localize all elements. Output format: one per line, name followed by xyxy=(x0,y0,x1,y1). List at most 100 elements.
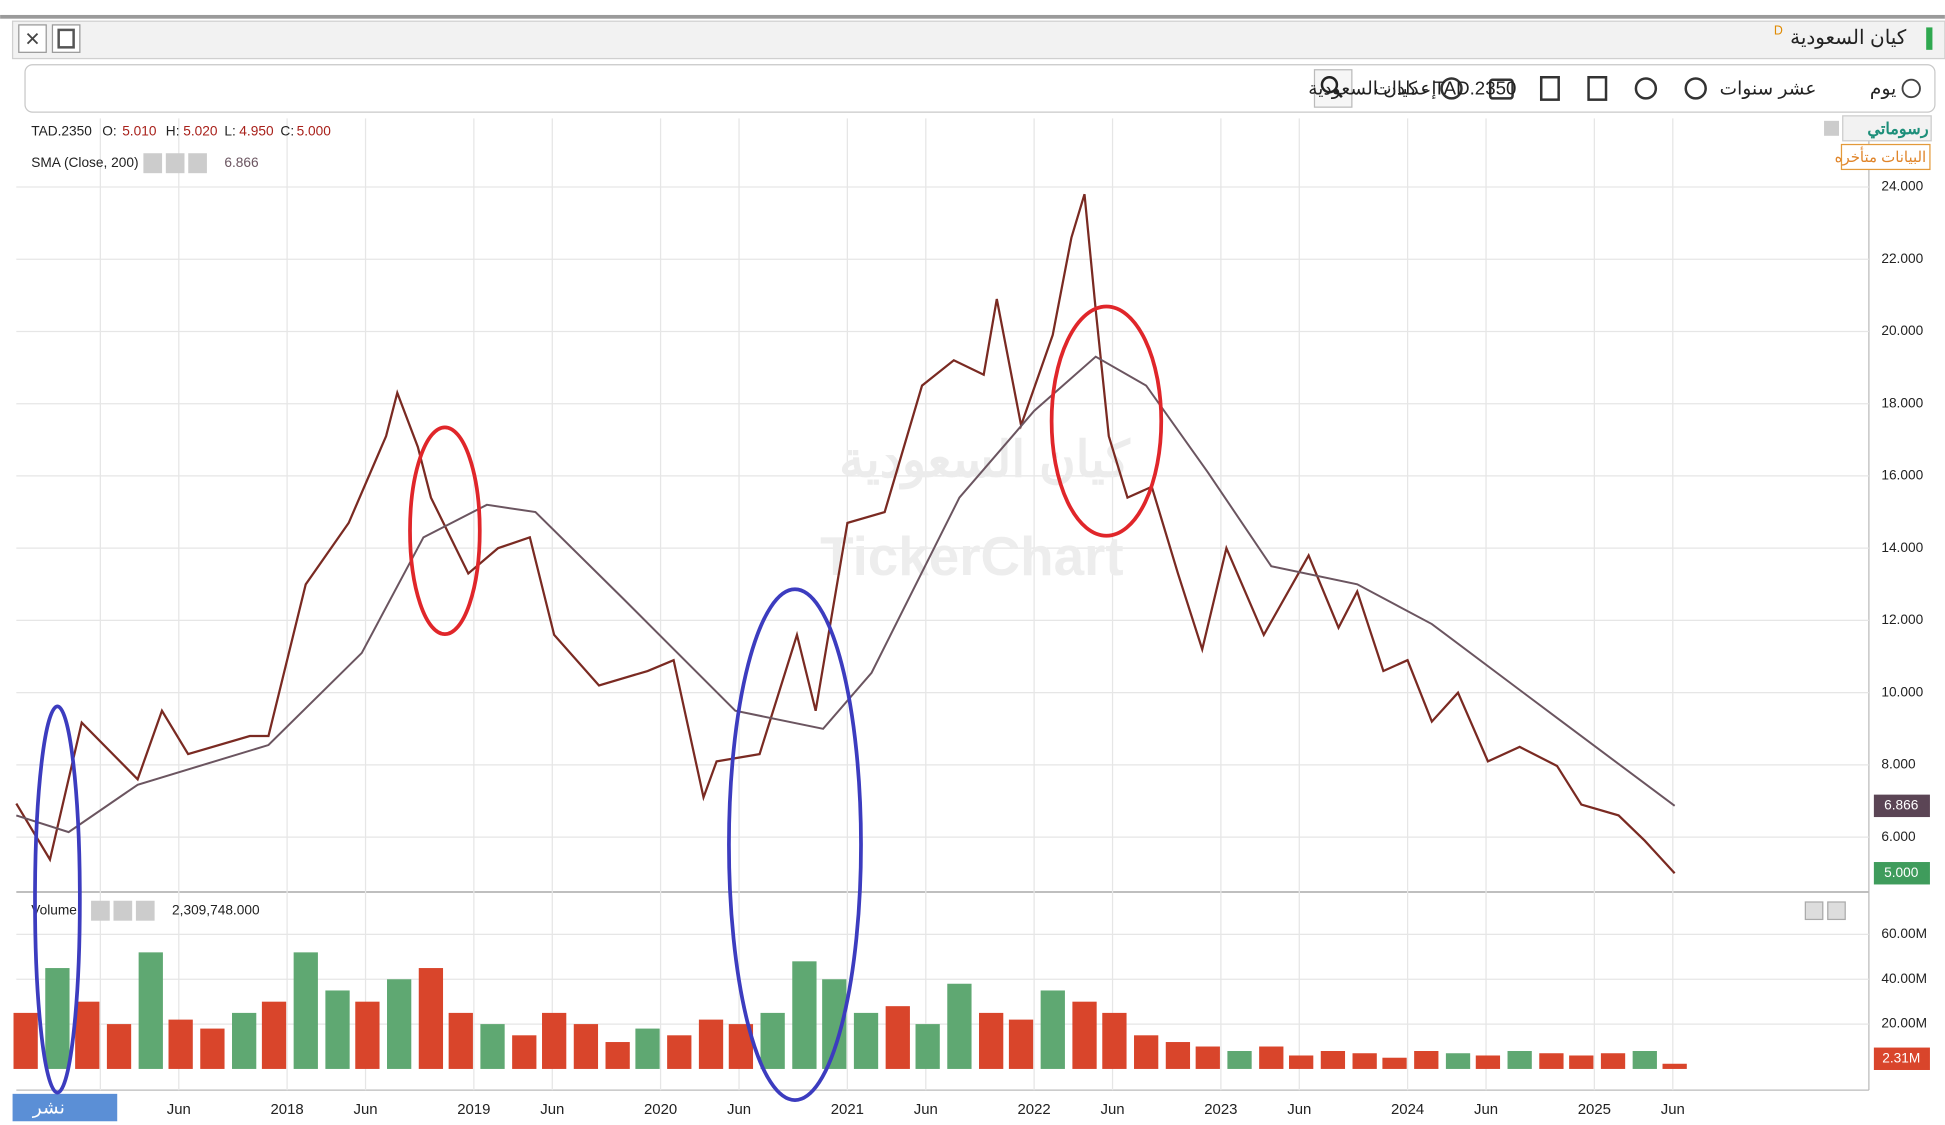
volume-bar xyxy=(1072,1001,1097,1069)
volume-bar xyxy=(106,1024,132,1069)
watermark-name: كيان السعودية xyxy=(839,432,1131,490)
panel-maximize[interactable] xyxy=(1804,901,1824,921)
window-title: كيان السعودية xyxy=(1790,27,1907,49)
compare-button[interactable] xyxy=(1539,75,1560,101)
volume-bar xyxy=(573,1024,599,1069)
x-tick-label: Jun xyxy=(1100,1101,1124,1118)
volume-bar xyxy=(1569,1055,1594,1069)
sma-visibility[interactable] xyxy=(143,153,163,174)
volume-bar xyxy=(1475,1055,1501,1069)
volume-visibility[interactable] xyxy=(91,900,110,921)
title-flag: D xyxy=(1774,23,1783,37)
volume-bar xyxy=(1382,1057,1407,1069)
sma-remove[interactable] xyxy=(188,153,207,174)
x-tick-label: 2019 xyxy=(457,1101,490,1118)
volume-bar xyxy=(75,1001,100,1069)
volume-bar xyxy=(947,983,972,1069)
clock-icon xyxy=(1901,78,1921,99)
volume-bar xyxy=(1507,1051,1532,1069)
chart-type-button[interactable] xyxy=(1587,75,1608,101)
annotation-circle xyxy=(408,425,482,637)
status-bar xyxy=(1926,27,1933,50)
y-tick-label: 20.000 xyxy=(1881,323,1923,338)
x-tick-label: 2024 xyxy=(1391,1101,1424,1118)
indicator-button[interactable] xyxy=(1684,77,1707,100)
low-value: 4.950 xyxy=(239,124,274,139)
settings-button[interactable]: إعدادات xyxy=(1374,78,1436,100)
x-tick-label: Jun xyxy=(167,1101,191,1118)
y-tick-label: 6.000 xyxy=(1881,829,1916,844)
volume-bar xyxy=(1195,1046,1220,1069)
volume-bar xyxy=(979,1012,1004,1069)
volume-bar xyxy=(45,968,70,1069)
search-button[interactable] xyxy=(1313,69,1353,108)
x-tick-label: Jun xyxy=(914,1101,938,1118)
volume-bar xyxy=(1259,1046,1284,1069)
value-badge xyxy=(1873,862,1930,885)
volume-name: Volume xyxy=(31,902,77,917)
value-badge-label: 6.866 xyxy=(1884,797,1919,812)
y-tick-label: 16.000 xyxy=(1881,468,1923,483)
y-tick-label: 20.00M xyxy=(1881,1016,1927,1031)
panel-menu[interactable] xyxy=(1827,901,1846,921)
volume-bar xyxy=(698,1019,724,1069)
volume-bar xyxy=(1165,1042,1191,1069)
range-button[interactable]: عشر سنوات xyxy=(1720,78,1817,100)
data: 6.000 8.000 10.000 12.000 14.000 16.000 18.000… xyxy=(13,179,1930,1118)
drawings-menu[interactable] xyxy=(1824,120,1839,136)
volume-bar xyxy=(1320,1051,1346,1069)
y-tick-label: 60.00M xyxy=(1881,926,1927,941)
y-tick-label: 40.00M xyxy=(1881,971,1927,986)
top-border xyxy=(0,14,1945,19)
publish-label: نشر xyxy=(32,1097,65,1119)
volume-bar xyxy=(448,1012,473,1069)
volume-bar xyxy=(168,1019,193,1069)
volume-bar xyxy=(512,1035,537,1069)
volume-bar xyxy=(355,1001,380,1069)
low-label: L: xyxy=(224,124,235,139)
alert-button[interactable] xyxy=(1634,77,1658,100)
x-tick-label: 2020 xyxy=(644,1101,677,1118)
search-icon-handle xyxy=(1333,88,1343,99)
value-badge-label: 2.31M xyxy=(1882,1050,1920,1065)
publish-button[interactable] xyxy=(12,1093,118,1122)
x-tick-label: 2025 xyxy=(1578,1101,1611,1118)
volume-bar xyxy=(418,968,444,1069)
volume-bar xyxy=(792,961,817,1069)
open-label: O: xyxy=(102,124,116,139)
search-icon xyxy=(1320,75,1339,94)
volume-bar xyxy=(1008,1019,1034,1069)
volume-bar xyxy=(293,952,318,1069)
symbol: TAD.2350 xyxy=(31,124,92,139)
search-field[interactable]: TAD.2350 - كيان السعودية xyxy=(1308,78,1516,100)
volume-bar xyxy=(1134,1035,1159,1069)
volume-bar xyxy=(200,1028,225,1069)
volume-bar xyxy=(853,1012,879,1069)
y-tick-label: 22.000 xyxy=(1881,251,1923,266)
volume-remove[interactable] xyxy=(135,900,155,921)
annotation-circle xyxy=(1049,304,1164,538)
volume-bar xyxy=(542,1012,567,1069)
volume-bar xyxy=(232,1012,257,1069)
close-icon xyxy=(26,32,39,45)
snapshot-button[interactable] xyxy=(1488,78,1514,100)
volume-bar xyxy=(1662,1063,1687,1069)
volume-bar xyxy=(325,990,350,1069)
y-tick-label: 24.000 xyxy=(1881,179,1923,194)
y-tick-label: 10.000 xyxy=(1881,684,1923,699)
x-tick-label: Jun xyxy=(1287,1101,1311,1118)
volume-bar xyxy=(387,979,412,1069)
delayed-notice: البيانات متأخره xyxy=(1835,147,1927,166)
period-button[interactable]: يوم xyxy=(1870,78,1896,100)
price-line xyxy=(15,193,1676,874)
drawings-button[interactable]: رسوماتي xyxy=(1867,120,1929,139)
drawings-box xyxy=(1842,115,1932,142)
value-badge xyxy=(1873,1047,1930,1070)
sma-line xyxy=(16,355,1676,834)
sma-settings[interactable] xyxy=(165,153,185,174)
volume-bar xyxy=(1632,1051,1657,1069)
close-button[interactable] xyxy=(18,24,47,53)
volume-bar xyxy=(480,1024,505,1069)
volume-settings[interactable] xyxy=(113,900,133,921)
volume-legend: Volume 2,309,748.000 xyxy=(31,900,1846,921)
